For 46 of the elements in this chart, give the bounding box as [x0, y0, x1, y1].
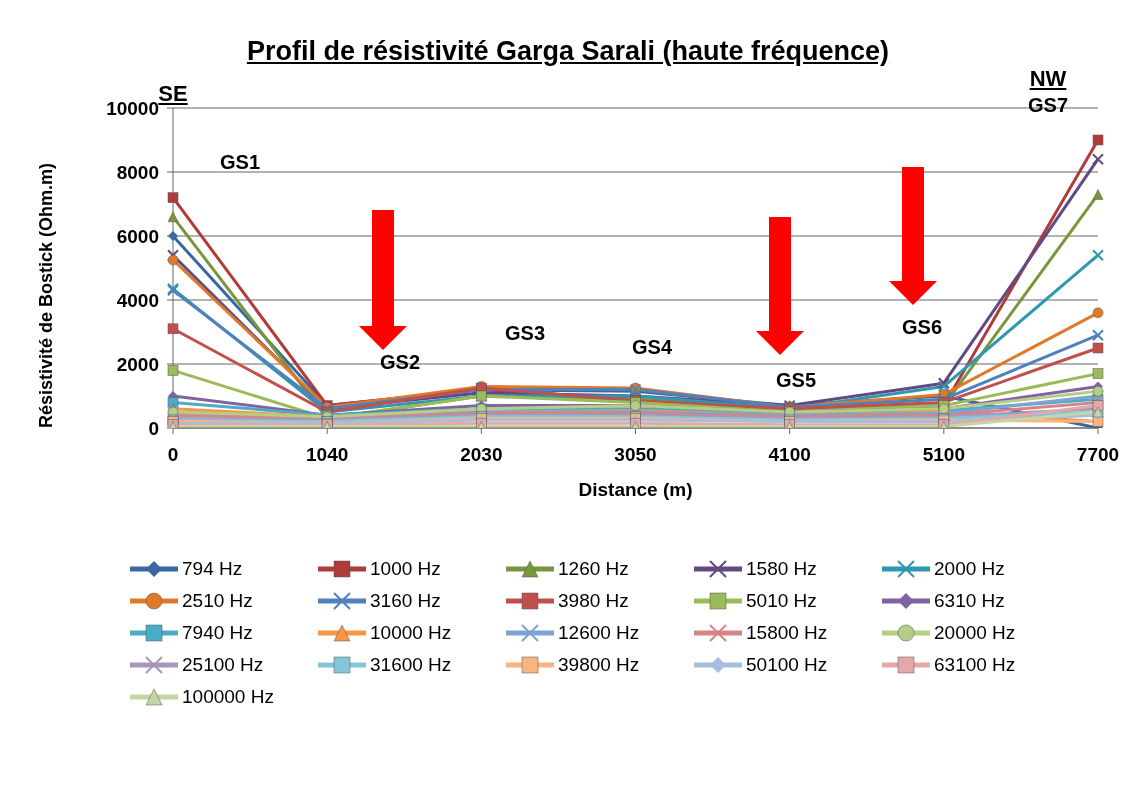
legend-label: 3160 Hz — [370, 590, 441, 612]
legend-label: 3980 Hz — [558, 590, 629, 612]
annotation: GS3 — [504, 321, 546, 345]
legend-label: 1260 Hz — [558, 558, 629, 580]
legend-label: 6310 Hz — [934, 590, 1005, 612]
legend-label: 39800 Hz — [558, 654, 640, 676]
annotation: GS6 — [901, 315, 943, 339]
y-tick-label: 0 — [148, 417, 159, 439]
text: NW — [1029, 66, 1067, 92]
x-tick-label: 2030 — [460, 444, 503, 466]
x-tick-label: 0 — [167, 444, 179, 466]
text: SE — [158, 81, 188, 106]
x-tick-label: 4100 — [768, 444, 811, 466]
annotation: GS2 — [379, 350, 421, 374]
x-tick-label: 7700 — [1076, 444, 1120, 466]
y-tick-label: 6000 — [116, 225, 159, 247]
annotation: GS5 — [775, 368, 817, 392]
x-axis-title: Distance (m) — [578, 479, 693, 500]
chart-title: Profil de résistivité Garga Sarali (haute fréquence) — [245, 36, 891, 67]
legend-label: 5010 Hz — [746, 590, 817, 612]
legend-label: 20000 Hz — [934, 622, 1016, 644]
legend-label: 1580 Hz — [746, 558, 817, 580]
legend-label: 63100 Hz — [934, 654, 1016, 676]
x-tick-label: 3050 — [614, 444, 657, 466]
y-tick-label: 4000 — [116, 289, 159, 311]
legend-label: 7940 Hz — [182, 622, 253, 644]
legend-label: 100000 Hz — [182, 686, 274, 708]
legend-label: 12600 Hz — [558, 622, 640, 644]
legend-label: 2000 Hz — [934, 558, 1005, 580]
annotation: GS4 — [631, 335, 673, 359]
y-axis-title: Résistivité de Bostick (Ohm.m) — [36, 162, 57, 428]
legend-label: 15800 Hz — [746, 622, 828, 644]
legend-label: 10000 Hz — [370, 622, 452, 644]
legend-label: 50100 Hz — [746, 654, 828, 676]
legend-label: 794 Hz — [182, 558, 243, 580]
y-tick-label: 8000 — [116, 161, 159, 183]
x-tick-label: 1040 — [306, 444, 349, 466]
annotation: GS1 — [219, 150, 261, 174]
legend-label: 1000 Hz — [370, 558, 441, 580]
x-tick-label: 5100 — [922, 444, 965, 466]
legend-label: 2510 Hz — [182, 590, 253, 612]
y-tick-label: 10000 — [106, 97, 159, 119]
y-tick-label: 2000 — [116, 353, 159, 375]
legend-label: 25100 Hz — [182, 654, 264, 676]
annotation: GS7 — [1027, 93, 1069, 117]
legend-label: 31600 Hz — [370, 654, 452, 676]
